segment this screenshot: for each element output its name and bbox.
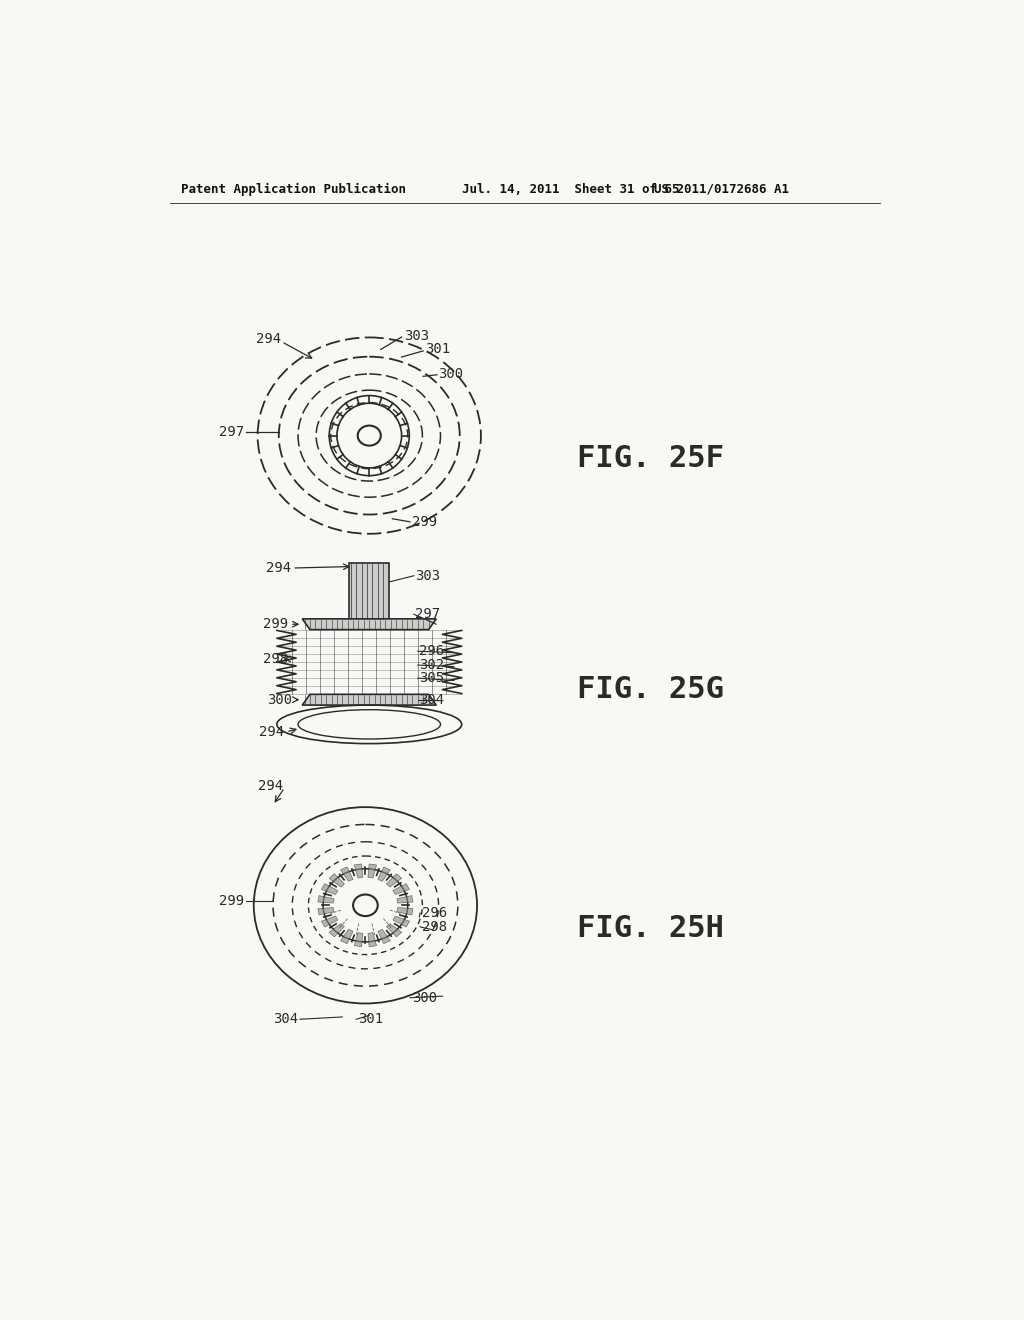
Polygon shape [354,863,362,878]
Text: FIG. 25G: FIG. 25G [578,676,724,704]
Text: 302: 302 [419,659,444,672]
Text: 297: 297 [219,425,245,438]
Text: US 2011/0172686 A1: US 2011/0172686 A1 [654,182,790,195]
Text: 299: 299 [412,515,436,529]
Polygon shape [368,863,377,878]
Bar [349,562,389,620]
Text: 301: 301 [357,1012,383,1026]
Text: 303: 303 [416,569,440,582]
Text: 300: 300 [438,367,464,381]
Polygon shape [302,694,436,705]
Text: 298: 298 [263,652,289,665]
Polygon shape [354,933,362,946]
Polygon shape [329,874,344,887]
Text: 305: 305 [419,671,444,685]
Text: 294: 294 [259,725,285,739]
Polygon shape [368,933,377,946]
Text: Jul. 14, 2011  Sheet 31 of 65: Jul. 14, 2011 Sheet 31 of 65 [462,182,679,195]
Polygon shape [317,895,334,903]
Text: FIG. 25H: FIG. 25H [578,913,724,942]
Text: 304: 304 [273,1012,298,1026]
Polygon shape [378,929,390,944]
Polygon shape [386,924,401,937]
Polygon shape [393,883,410,895]
Polygon shape [329,924,344,937]
Polygon shape [397,895,413,903]
Polygon shape [393,916,410,927]
Text: 294: 294 [265,561,291,576]
Text: 299: 299 [263,618,289,631]
Text: 300: 300 [267,693,292,706]
Polygon shape [340,929,353,944]
Text: 304: 304 [419,693,444,706]
Text: FIG. 25F: FIG. 25F [578,445,724,473]
Text: 300: 300 [412,991,436,1005]
Text: 298: 298 [422,920,446,933]
Text: 296: 296 [419,644,444,659]
Polygon shape [322,883,338,895]
Text: 299: 299 [219,895,245,908]
Text: 294: 294 [258,779,283,793]
Text: 297: 297 [416,607,440,622]
Text: 294: 294 [256,333,281,346]
Text: 296: 296 [422,906,446,920]
Polygon shape [302,619,436,630]
Polygon shape [386,874,401,887]
Text: 303: 303 [403,329,429,342]
Polygon shape [317,908,334,915]
Polygon shape [397,908,413,915]
Polygon shape [322,916,338,927]
Text: Patent Application Publication: Patent Application Publication [180,182,406,195]
Text: 301: 301 [425,342,450,356]
Polygon shape [378,867,390,882]
Polygon shape [340,867,353,882]
